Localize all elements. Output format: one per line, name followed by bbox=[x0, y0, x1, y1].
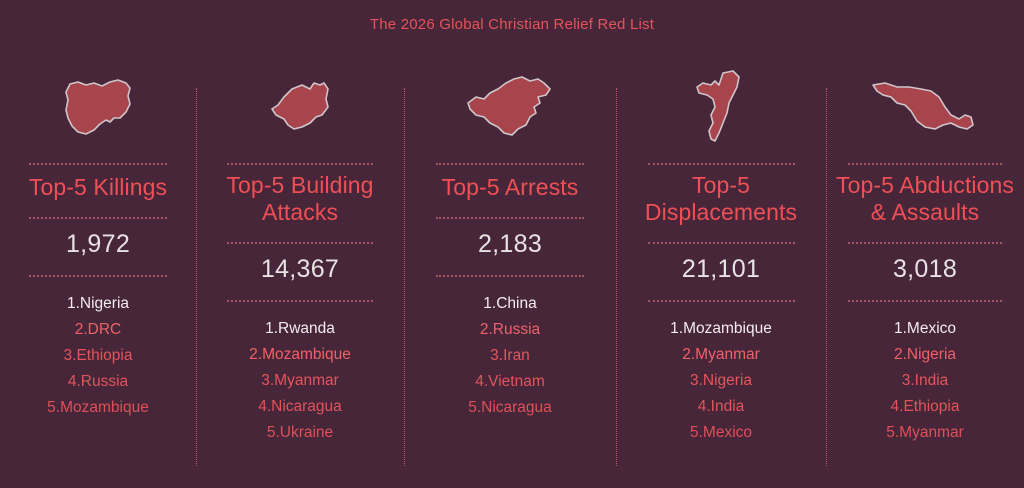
list-item: 3.Myanmar bbox=[261, 372, 339, 389]
country-list: 1.Mexico 2.Nigeria 3.India 4.Ethiopia 5.… bbox=[826, 302, 1024, 446]
page-title: The 2026 Global Christian Relief Red Lis… bbox=[369, 16, 655, 33]
list-item: 4.Russia bbox=[67, 373, 129, 390]
divider-above-heading bbox=[847, 163, 1003, 165]
list-item: 4.India bbox=[697, 398, 745, 415]
list-item: 3.Iran bbox=[490, 347, 530, 364]
list-item: 2.Nigeria bbox=[893, 346, 957, 363]
stat-column-displacements: Top-5 Displacements 21,101 1.Mozambique … bbox=[616, 56, 826, 488]
mozambique-map-icon bbox=[689, 64, 753, 156]
column-value: 1,972 bbox=[65, 230, 131, 258]
column-value: 14,367 bbox=[260, 255, 340, 283]
column-heading: Top-5 Abductions & Assaults bbox=[835, 172, 1015, 225]
list-item: 1.Mexico bbox=[893, 320, 957, 337]
divider-above-value bbox=[227, 242, 373, 244]
list-item: 3.India bbox=[901, 372, 949, 389]
list-item: 5.Myanmar bbox=[886, 424, 964, 441]
divider-above-list bbox=[647, 300, 795, 302]
china-map-icon bbox=[460, 64, 560, 156]
column-heading: Top-5 Displacements bbox=[644, 172, 798, 225]
divider-above-list bbox=[29, 275, 167, 277]
stat-column-building-attacks: Top-5 Building Attacks 14,367 1.Rwanda 2… bbox=[196, 56, 404, 488]
nigeria-map-icon bbox=[56, 64, 140, 156]
column-heading: Top-5 Building Attacks bbox=[226, 172, 374, 225]
divider-above-list bbox=[435, 275, 585, 277]
divider-above-value bbox=[647, 242, 795, 244]
list-item: 2.Mozambique bbox=[249, 346, 351, 363]
list-item: 1.China bbox=[483, 295, 537, 312]
list-item: 5.Ukraine bbox=[266, 424, 334, 441]
country-list: 1.China 2.Russia 3.Iran 4.Vietnam 5.Nica… bbox=[404, 277, 616, 421]
list-item: 1.Rwanda bbox=[265, 320, 335, 337]
list-item: 2.Myanmar bbox=[682, 346, 760, 363]
list-item: 1.Nigeria bbox=[66, 295, 130, 312]
divider-above-heading bbox=[435, 163, 585, 165]
list-item: 4.Vietnam bbox=[475, 373, 545, 390]
divider-above-value bbox=[29, 217, 167, 219]
divider-above-value bbox=[435, 217, 585, 219]
column-value: 2,183 bbox=[477, 230, 543, 258]
list-item: 4.Nicaragua bbox=[258, 398, 342, 415]
divider-above-value bbox=[847, 242, 1003, 244]
divider-above-heading bbox=[647, 163, 795, 165]
list-item: 3.Nigeria bbox=[689, 372, 753, 389]
rwanda-map-icon bbox=[262, 64, 338, 156]
list-item: 2.DRC bbox=[74, 321, 122, 338]
list-item: 2.Russia bbox=[479, 321, 541, 338]
divider-above-heading bbox=[29, 163, 167, 165]
stat-column-killings: Top-5 Killings 1,972 1.Nigeria 2.DRC 3.E… bbox=[0, 56, 196, 488]
divider-above-heading bbox=[227, 163, 373, 165]
country-list: 1.Rwanda 2.Mozambique 3.Myanmar 4.Nicara… bbox=[196, 302, 404, 446]
stat-column-arrests: Top-5 Arrests 2,183 1.China 2.Russia 3.I… bbox=[404, 56, 616, 488]
list-item: 5.Nicaragua bbox=[468, 399, 552, 416]
list-item: 5.Mexico bbox=[689, 424, 753, 441]
list-item: 4.Ethiopia bbox=[890, 398, 960, 415]
list-item: 5.Mozambique bbox=[47, 399, 149, 416]
country-list: 1.Mozambique 2.Myanmar 3.Nigeria 4.India… bbox=[616, 302, 826, 446]
list-item: 3.Ethiopia bbox=[63, 347, 133, 364]
column-heading: Top-5 Killings bbox=[28, 174, 168, 200]
column-heading: Top-5 Arrests bbox=[441, 174, 579, 200]
stat-columns: Top-5 Killings 1,972 1.Nigeria 2.DRC 3.E… bbox=[0, 56, 1024, 488]
list-item: 1.Mozambique bbox=[670, 320, 772, 337]
column-value: 21,101 bbox=[681, 255, 761, 283]
divider-above-list bbox=[847, 300, 1003, 302]
country-list: 1.Nigeria 2.DRC 3.Ethiopia 4.Russia 5.Mo… bbox=[0, 277, 196, 421]
stat-column-abductions-assaults: Top-5 Abductions & Assaults 3,018 1.Mexi… bbox=[826, 56, 1024, 488]
column-value: 3,018 bbox=[892, 255, 958, 283]
mexico-map-icon bbox=[867, 64, 983, 156]
divider-above-list bbox=[227, 300, 373, 302]
